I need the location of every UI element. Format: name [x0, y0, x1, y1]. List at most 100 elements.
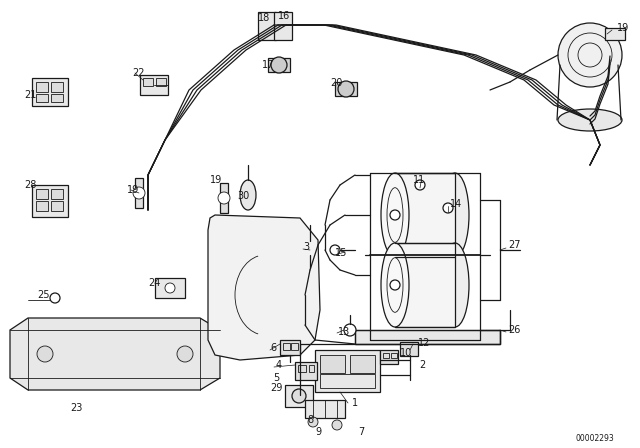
Circle shape — [271, 57, 287, 73]
Text: 11: 11 — [413, 175, 425, 185]
Circle shape — [330, 245, 340, 255]
Text: 12: 12 — [418, 338, 430, 348]
Text: 25: 25 — [37, 290, 49, 300]
Circle shape — [390, 280, 400, 290]
Text: 4: 4 — [276, 360, 282, 370]
Bar — [274, 12, 292, 40]
Bar — [51, 82, 63, 92]
Bar — [32, 185, 68, 217]
Bar — [400, 342, 418, 356]
Bar — [36, 189, 48, 199]
Circle shape — [218, 192, 230, 204]
Text: 5: 5 — [273, 373, 279, 383]
Bar — [51, 189, 63, 199]
Text: 17: 17 — [262, 60, 275, 70]
Circle shape — [303, 241, 317, 255]
Text: 15: 15 — [335, 248, 348, 258]
Text: 9: 9 — [315, 427, 321, 437]
Polygon shape — [395, 173, 455, 257]
Text: 1: 1 — [352, 398, 358, 408]
Ellipse shape — [558, 109, 622, 131]
Circle shape — [415, 180, 425, 190]
Circle shape — [443, 203, 453, 213]
Circle shape — [558, 23, 622, 87]
Bar — [350, 355, 375, 373]
Text: 26: 26 — [508, 325, 520, 335]
Bar — [36, 94, 48, 102]
Bar — [220, 183, 228, 213]
Bar — [335, 82, 357, 96]
Bar — [391, 353, 397, 358]
Bar — [605, 28, 625, 40]
Text: 00002293: 00002293 — [575, 434, 614, 443]
Bar — [280, 340, 300, 355]
Text: 10: 10 — [400, 348, 412, 358]
Text: 21: 21 — [24, 90, 36, 100]
Bar — [140, 75, 168, 95]
Ellipse shape — [381, 243, 409, 327]
Bar — [305, 400, 345, 418]
Bar — [143, 78, 153, 86]
Polygon shape — [395, 243, 455, 327]
Bar — [156, 78, 166, 86]
Text: 28: 28 — [24, 180, 36, 190]
Text: 22: 22 — [132, 68, 145, 78]
Circle shape — [308, 417, 318, 427]
Polygon shape — [208, 215, 320, 360]
Bar — [291, 343, 298, 350]
Text: 7: 7 — [358, 427, 364, 437]
Ellipse shape — [441, 173, 469, 257]
Bar — [309, 365, 314, 372]
Circle shape — [332, 420, 342, 430]
Bar — [355, 330, 500, 344]
Bar — [268, 58, 290, 72]
Ellipse shape — [441, 243, 469, 327]
Bar — [320, 355, 345, 373]
Text: 19: 19 — [127, 185, 140, 195]
Ellipse shape — [240, 180, 256, 210]
Text: 16: 16 — [278, 11, 291, 21]
Bar — [320, 374, 375, 388]
Bar — [155, 278, 185, 298]
Text: 2: 2 — [419, 360, 425, 370]
Text: 23: 23 — [70, 403, 83, 413]
Circle shape — [133, 187, 145, 199]
Circle shape — [338, 81, 354, 97]
Text: 19: 19 — [210, 175, 222, 185]
Circle shape — [292, 389, 306, 403]
Text: 24: 24 — [148, 278, 161, 288]
Bar — [258, 12, 276, 40]
Text: 13: 13 — [338, 327, 350, 337]
Text: 6: 6 — [270, 343, 276, 353]
Bar — [298, 365, 306, 372]
Text: 27: 27 — [508, 240, 520, 250]
Bar — [380, 350, 398, 364]
Text: 19: 19 — [617, 23, 629, 33]
Bar — [283, 343, 290, 350]
Bar — [32, 78, 68, 106]
Bar — [285, 385, 313, 407]
Text: 14: 14 — [450, 199, 462, 209]
Polygon shape — [10, 318, 220, 390]
Circle shape — [177, 346, 193, 362]
Circle shape — [37, 346, 53, 362]
Bar — [36, 201, 48, 211]
Text: 30: 30 — [237, 191, 249, 201]
Bar — [135, 178, 143, 208]
Bar — [295, 362, 317, 380]
Bar — [315, 350, 380, 392]
Text: 8: 8 — [307, 415, 313, 425]
Text: 18: 18 — [258, 13, 270, 23]
Bar — [383, 353, 389, 358]
Text: 3: 3 — [303, 242, 309, 252]
Ellipse shape — [381, 173, 409, 257]
Circle shape — [50, 293, 60, 303]
Circle shape — [390, 210, 400, 220]
Bar — [36, 82, 48, 92]
Circle shape — [344, 324, 356, 336]
Bar — [51, 94, 63, 102]
Bar — [51, 201, 63, 211]
Text: 20: 20 — [330, 78, 342, 88]
Bar — [355, 330, 500, 344]
Text: 29: 29 — [270, 383, 282, 393]
